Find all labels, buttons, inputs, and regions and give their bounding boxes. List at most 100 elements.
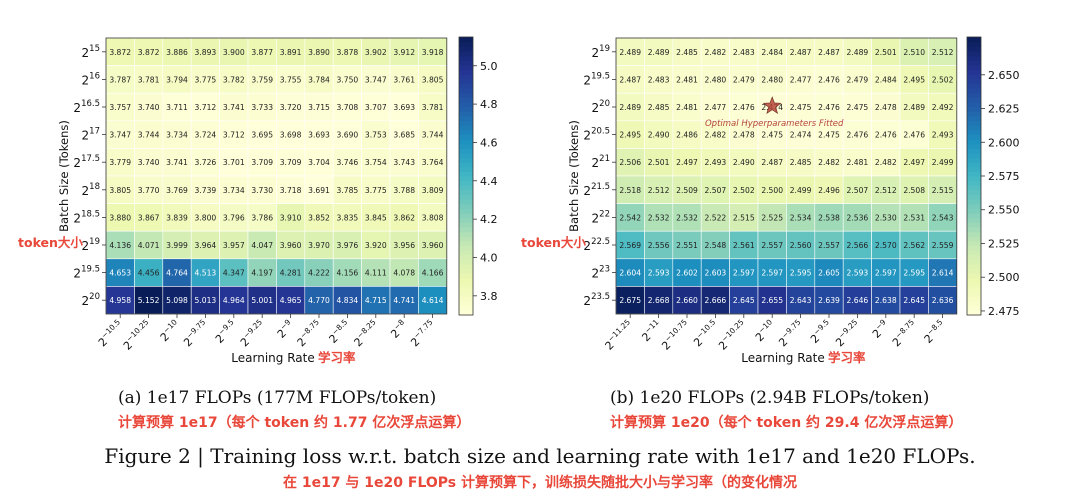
colorbar-segment — [967, 213, 981, 219]
cell-value-label: 3.902 — [365, 48, 387, 57]
cell-value-label: 3.872 — [138, 48, 160, 57]
colorbar-segment — [459, 97, 473, 103]
colorbar-tick-label: 2.525 — [988, 237, 1020, 250]
heatmap-cell — [361, 258, 391, 287]
heatmap-cell — [389, 92, 419, 122]
cell-value-label: 2.492 — [932, 103, 954, 112]
colorbar-segment — [459, 259, 473, 265]
y-tick-label: 219.5 — [73, 265, 100, 281]
cell-value-label: 3.709 — [251, 158, 273, 167]
cell-value-label: 2.532 — [676, 213, 698, 222]
colorbar-frame — [458, 36, 474, 316]
heatmap-cell — [247, 230, 277, 260]
cell-value-label: 3.886 — [166, 48, 188, 57]
cell-value-label: 2.597 — [733, 269, 755, 278]
cell-value-label: 2.557 — [818, 241, 840, 250]
cell-value-label: 2.478 — [875, 103, 897, 112]
cell-value-label: 3.852 — [308, 213, 330, 222]
cell-value-label: 2.593 — [648, 269, 670, 278]
heatmap-cell — [389, 258, 419, 287]
cell-value-label: 2.476 — [847, 131, 869, 140]
cell-value-label: 2.638 — [875, 296, 897, 305]
cell-value-label: 3.750 — [337, 75, 359, 84]
colorbar-segment — [967, 166, 981, 172]
y-tick-label: 217.5 — [73, 154, 100, 170]
colorbar-tick-label: 2.625 — [988, 103, 1020, 116]
colorbar-segment — [459, 189, 473, 196]
cell-value-label: 3.701 — [223, 158, 245, 167]
colorbar-segment — [459, 111, 473, 117]
colorbar-segment — [967, 78, 981, 84]
cell-value-label: 2.476 — [818, 75, 840, 84]
cell-value-label: 4.166 — [422, 269, 444, 278]
cell-value-label: 3.957 — [223, 241, 245, 250]
colorbar-segment — [459, 282, 473, 288]
colorbar-tick-label: 2.475 — [988, 305, 1020, 318]
heatmap-cell — [729, 65, 759, 94]
colorbar-segment — [459, 148, 473, 154]
cell-value-label: 2.478 — [733, 131, 755, 140]
colorbar-segment — [459, 87, 473, 94]
cell-value-label: 2.595 — [790, 269, 812, 278]
heatmap-cell — [332, 92, 362, 122]
x-tick-label: 2−8 — [387, 317, 411, 341]
cell-value-label: 2.481 — [676, 75, 698, 84]
cell-value-label: 3.693 — [393, 103, 415, 112]
heatmap-cell — [389, 148, 419, 177]
heatmap-cell — [786, 65, 816, 94]
cell-value-label: 3.691 — [308, 186, 330, 195]
heatmap-cell — [729, 175, 759, 204]
colorbar-segment — [459, 37, 473, 43]
colorbar-segment — [459, 83, 473, 89]
cell-value-label: 2.646 — [847, 296, 869, 305]
colorbar-segment — [967, 176, 981, 182]
cell-value-label: 2.675 — [619, 296, 641, 305]
heatmap-panel-b: 2.489 2.489 2.485 2.482 2.483 2.484 2.487 2.487… — [521, 36, 1020, 365]
heatmap-cell — [814, 230, 844, 260]
heatmap-cell — [814, 92, 844, 122]
colorbar-segment — [459, 50, 473, 57]
cell-value-label: 3.956 — [393, 241, 415, 250]
colorbar-tick-label: 4.6 — [480, 136, 498, 149]
colorbar-segment — [459, 226, 473, 233]
colorbar-segment — [967, 282, 981, 288]
cell-value-label: 3.698 — [280, 131, 302, 140]
cell-value-label: 3.794 — [166, 75, 188, 84]
heatmap-cell — [615, 286, 645, 315]
colorbar-segment — [967, 69, 981, 75]
colorbar-segment — [967, 157, 981, 163]
colorbar-segment — [967, 92, 981, 98]
colorbar-segment — [967, 240, 981, 247]
cell-value-label: 3.741 — [166, 158, 188, 167]
heatmap-cell — [899, 230, 929, 260]
cell-value-label: 3.693 — [308, 131, 330, 140]
cell-value-label: 3.787 — [109, 75, 131, 84]
figure-caption-zh: 在 1e17 与 1e20 FLOPs 计算预算下，训练损失随批大小与学习率（的… — [282, 475, 798, 491]
cell-value-label: 3.720 — [280, 103, 302, 112]
colorbar-tick-label: 5.0 — [480, 60, 498, 73]
cell-value-label: 2.534 — [790, 213, 812, 222]
heatmap-cell — [644, 230, 674, 260]
heatmap-frame — [615, 37, 958, 315]
cell-value-label: 2.603 — [705, 269, 727, 278]
cell-value-label: 3.733 — [251, 103, 273, 112]
heatmap-cell — [842, 65, 872, 94]
colorbar-segment — [459, 301, 473, 307]
colorbar-segment — [967, 259, 981, 265]
cell-value-label: 4.741 — [393, 296, 415, 305]
cell-value-label: 2.506 — [619, 158, 641, 167]
cell-value-label: 2.515 — [733, 213, 755, 222]
cell-value-label: 4.965 — [280, 296, 302, 305]
heatmap-cell — [928, 92, 958, 122]
cell-value-label: 2.497 — [903, 158, 925, 167]
cell-value-label: 3.747 — [365, 75, 387, 84]
heatmap-cell — [928, 175, 958, 204]
x-tick-label: 2−10.25 — [715, 317, 750, 352]
cell-value-label: 2.556 — [648, 241, 670, 250]
cell-value-label: 2.490 — [733, 158, 755, 167]
colorbar-segment — [967, 152, 981, 159]
heatmap-cell — [644, 286, 674, 315]
cell-value-label: 3.900 — [223, 48, 245, 57]
colorbar-segment — [459, 92, 473, 98]
heatmap-cell — [105, 92, 135, 122]
